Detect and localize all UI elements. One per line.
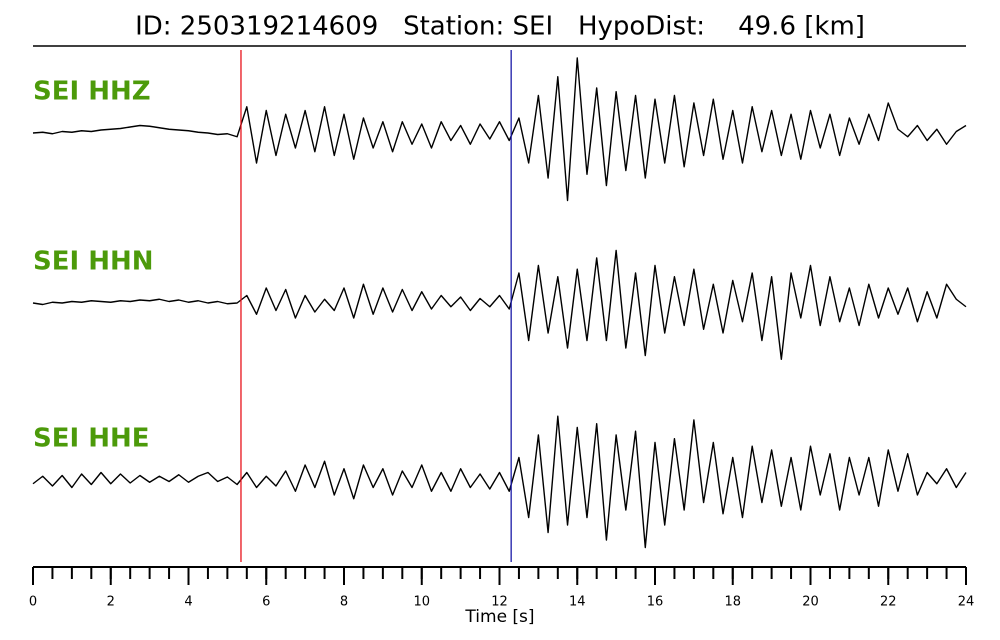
x-tick-label: 10 (413, 595, 430, 610)
x-tick-label: 6 (262, 595, 270, 610)
x-tick-label: 8 (340, 595, 348, 610)
x-tick-label: 20 (802, 595, 819, 610)
x-tick-label: 4 (184, 595, 192, 610)
x-tick-label: 18 (724, 595, 741, 610)
chart-title: ID: 250319214609 Station: SEI HypoDist: … (135, 12, 865, 42)
waveform (32, 415, 967, 549)
x-tick-label: 12 (491, 595, 508, 610)
waveform (32, 57, 967, 202)
x-tick-label: 2 (107, 595, 115, 610)
x-tick-label: 0 (29, 595, 37, 610)
x-axis-label: Time [s] (464, 607, 534, 627)
x-tick-label: 24 (958, 595, 975, 610)
x-tick-label: 22 (880, 595, 897, 610)
trace-label: SEI HHZ (33, 77, 151, 107)
x-tick-label: 16 (647, 595, 664, 610)
trace-label: SEI HHN (33, 247, 154, 277)
trace-label: SEI HHE (33, 424, 150, 454)
waveform (32, 249, 967, 360)
x-tick-label: 14 (569, 595, 586, 610)
